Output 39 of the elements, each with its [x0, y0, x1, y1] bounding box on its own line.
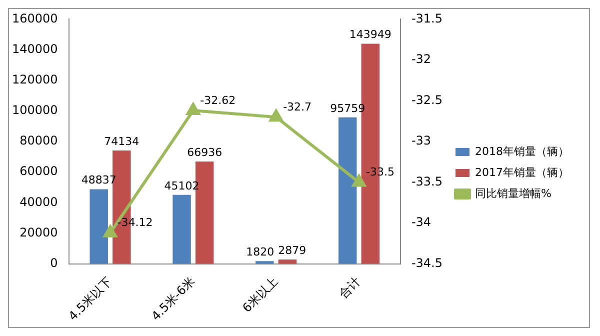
x-tick-label: 4.5米以下 [66, 274, 115, 324]
data-label: 66936 [187, 146, 222, 159]
y-tick-label: 20000 [20, 225, 58, 240]
bar [172, 194, 191, 264]
x-tick-label: 合计 [336, 274, 364, 302]
y-tick-label: 0 [50, 256, 58, 270]
bar [338, 117, 357, 264]
bar [278, 259, 297, 264]
y2-tick-label: -31.5 [411, 11, 443, 26]
y2-tick-label: -33.5 [411, 174, 443, 188]
point [352, 174, 366, 187]
y-tick-label: 160000 [12, 11, 58, 26]
point [186, 103, 200, 116]
legend-label: 2017年销量（辆） [475, 166, 570, 179]
x-tick-label: 4.5米-6米 [148, 274, 198, 324]
y-tick-label: 140000 [12, 42, 58, 56]
data-label: 74134 [104, 134, 140, 148]
y2-tick-label: -34 [411, 215, 432, 230]
legend-label: 同比销量增幅% [475, 186, 552, 200]
data-label: 1820 [246, 245, 274, 258]
data-label: -32.62 [200, 94, 236, 107]
y-tick-label: 100000 [12, 103, 58, 118]
y2-tick-label: -32.5 [411, 92, 443, 107]
bar [256, 261, 274, 264]
y-tick-label: 120000 [12, 72, 58, 86]
data-label: -32.7 [283, 100, 312, 114]
data-label: 143949 [349, 28, 392, 42]
y-tick-label: 60000 [20, 164, 58, 178]
y2-tick-label: -33 [411, 134, 432, 148]
data-label: 2879 [278, 244, 306, 257]
y-tick-label: 40000 [20, 194, 58, 209]
x-tick-label: 6米以上 [240, 274, 280, 316]
y2-tick-label: -34.5 [411, 256, 443, 270]
bar [90, 189, 108, 264]
legend-label: 2018年销量（辆） [475, 144, 570, 158]
point [269, 110, 283, 122]
point [104, 225, 117, 238]
y2-tick-label: -32 [411, 52, 432, 66]
y-tick-label: 80000 [20, 134, 58, 148]
